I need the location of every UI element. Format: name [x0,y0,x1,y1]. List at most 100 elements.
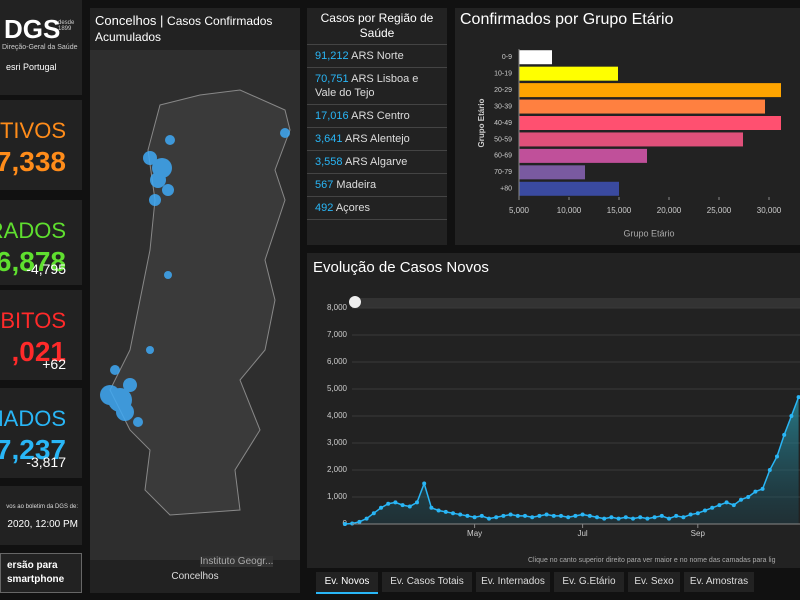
point [443,509,448,514]
indicator-change: +62 [42,356,66,372]
point [753,489,758,494]
y-tick-label: 4,000 [327,411,348,420]
point [638,515,643,520]
map-attribution: Instituto Geogr... [200,556,274,567]
point [731,503,736,508]
point [407,504,412,509]
x-tick-label: 25,000 [707,206,732,215]
region-name: Madeira [336,179,377,191]
y-tick-label: 8,000 [327,303,348,312]
tab[interactable]: Ev. Casos Totais [382,572,472,592]
regions-title: Casos por Região de Saúde [307,8,447,45]
x-tick-label: 20,000 [657,206,682,215]
region-value: 3,558 [315,156,343,168]
point [544,512,549,517]
point [688,512,693,517]
y-tick-label: 6,000 [327,357,348,366]
y-tick-label: +80 [500,186,512,193]
x-axis-title: Grupo Etário [623,228,674,238]
update-date: 2020, 12:00 PM [7,519,78,530]
chart-note: Clique no canto superior direito para ve… [528,557,776,564]
point [508,512,513,517]
point [645,516,650,521]
point [602,516,607,521]
tab[interactable]: Ev. Sexo [628,572,680,592]
point [789,414,794,418]
bar [519,99,765,114]
smartphone-link[interactable]: ersão para smartphone [0,553,82,593]
point [631,516,635,521]
bar [519,165,585,180]
point [415,500,419,505]
tab[interactable]: Ev. G.Etário [554,572,624,592]
point [659,513,664,518]
y-tick-label: 7,000 [327,330,348,339]
region-name: ARS Lisboa e Vale do Tejo [315,73,419,99]
x-tick-label: 10,000 [557,206,582,215]
point [796,395,800,400]
point [523,513,527,518]
y-tick-label: 20-29 [494,87,512,94]
indicator-value: 37,237 [0,434,66,465]
y-tick-label: 40-49 [494,120,512,127]
region-value: 492 [315,202,334,214]
point [695,511,700,516]
y-tick-label: 60-69 [494,153,512,160]
point [429,505,434,510]
x-tick-label: Jul [577,529,587,538]
tab[interactable]: Ev. Internados [476,572,550,592]
bar [519,132,743,147]
point [587,513,592,518]
point [566,515,571,520]
point [530,515,535,520]
bar [519,83,781,98]
point [580,512,585,517]
indicator-label: NFIRMADOS [0,406,66,431]
x-tick-label: 30,000 [757,206,782,215]
region-name: ARS Algarve [344,156,408,168]
logo-org: Direção-Geral da Saúde [2,44,78,51]
x-tick-label: 15,000 [607,206,632,215]
indicator-change: -3,817 [26,454,66,470]
point [451,511,455,516]
point [717,503,722,508]
y-tick-label: 10-19 [494,71,512,78]
tab[interactable]: Ev. Novos [316,572,378,594]
point [551,513,556,518]
area [345,397,799,524]
point [436,508,441,513]
point [350,521,355,526]
point [458,512,463,517]
indicator: UPERADOS 96,878-4,795 [0,200,82,285]
map [90,50,300,560]
y-tick-label: 70-79 [494,169,512,176]
y-tick-label: 50-59 [494,136,512,143]
chart-title: Confirmados por Grupo Etário [460,11,674,28]
point [479,513,484,518]
indicator-label: CTIVOS [0,118,66,143]
x-tick-label: 5,000 [509,206,530,215]
region-name: ARS Centro [351,110,410,122]
indicator-value: ,021 [11,336,67,367]
region-value: 70,751 [315,73,349,85]
indicator-value: 7,338 [0,146,66,177]
bar [519,148,647,163]
region-name: ARS Norte [351,50,404,62]
point [559,513,563,518]
point [386,501,391,506]
x-tick-label: May [467,529,482,538]
smartphone-text: ersão para smartphone [7,560,65,585]
indicator-label: BITOS [0,308,66,333]
logo-panel: DGS desde 1899 Direção-Geral da Saúde es… [0,0,82,95]
point [501,513,506,518]
map-footer[interactable]: Concelhos [171,571,219,582]
point [595,515,599,520]
regions-panel: Casos por Região de Saúde 91,212 ARS Nor… [307,8,447,245]
region-value: 3,641 [315,133,343,145]
point [703,508,707,513]
indicator-change: -4,795 [26,261,66,277]
point [400,503,405,508]
tab[interactable]: Ev. Amostras [684,572,754,592]
point [667,516,671,521]
